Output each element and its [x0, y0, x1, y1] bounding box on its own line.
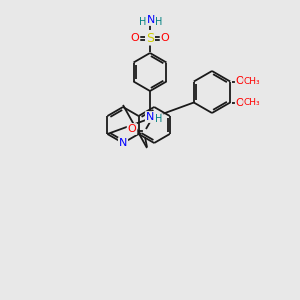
Text: O: O: [160, 33, 169, 43]
Text: N: N: [147, 15, 155, 25]
Text: S: S: [146, 32, 154, 44]
Text: CH₃: CH₃: [244, 77, 260, 86]
Text: O: O: [236, 76, 244, 86]
Text: N: N: [119, 138, 127, 148]
Text: CH₃: CH₃: [244, 98, 260, 107]
Text: O: O: [130, 33, 140, 43]
Text: N: N: [146, 112, 154, 122]
Text: H: H: [155, 17, 163, 27]
Text: O: O: [128, 124, 136, 134]
Text: H: H: [139, 17, 147, 27]
Text: H: H: [155, 114, 163, 124]
Text: O: O: [236, 98, 244, 107]
